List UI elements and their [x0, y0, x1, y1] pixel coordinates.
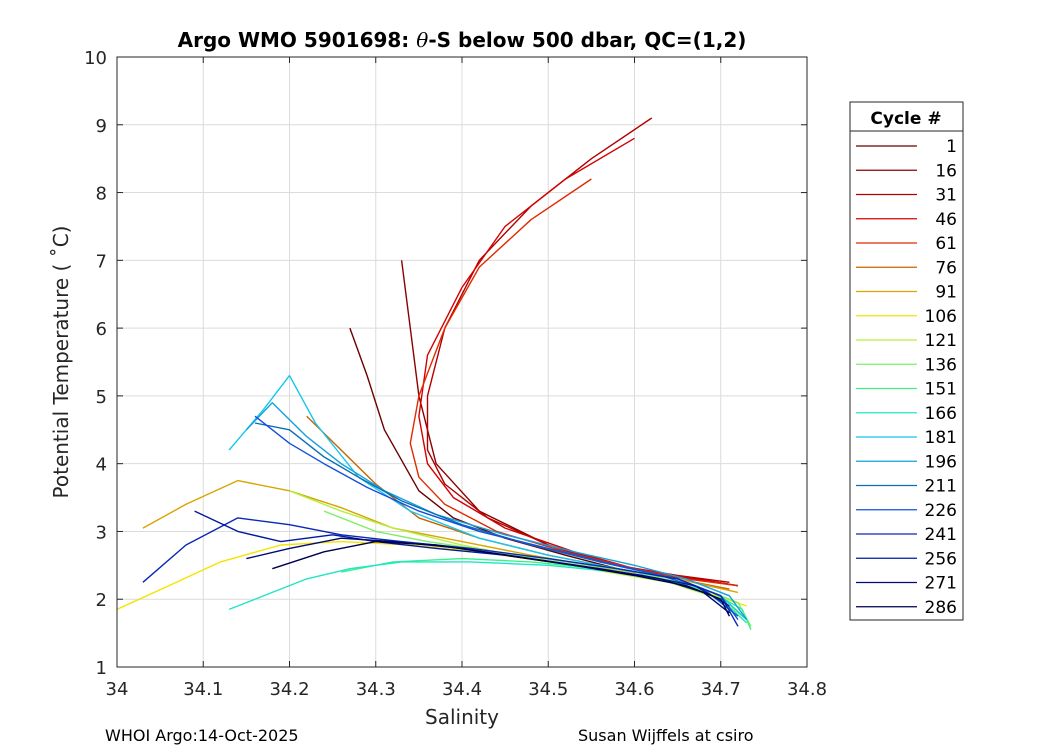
legend-label: 241: [925, 525, 957, 545]
data-series: [116, 117, 752, 630]
legend-label: 16: [935, 161, 957, 181]
legend-label: 286: [925, 598, 957, 618]
x-tick-label: 34.6: [614, 679, 654, 700]
y-tick-label: 8: [96, 184, 107, 205]
legend-label: 1: [946, 137, 957, 157]
series-line-cycle-211: [254, 422, 739, 617]
y-tick-label: 5: [96, 387, 107, 408]
legend-label: 76: [935, 258, 957, 278]
legend-label: 211: [925, 477, 957, 497]
footer-source: WHOI Argo:14-Oct-2025: [105, 726, 299, 745]
x-tick-label: 34.7: [701, 679, 741, 700]
y-axis-ticks: 1 2 3 4 5 6 7 8 9 10: [84, 48, 807, 679]
legend-label: 121: [925, 331, 957, 351]
x-tick-label: 34.1: [183, 679, 223, 700]
footer-author: Susan Wijffels at csiro: [578, 726, 754, 745]
legend-label: 256: [925, 549, 957, 569]
legend-items: 1 16 31 46 61 76 91 106 121 136 151 166 181 196 211 226…: [856, 137, 957, 618]
chart-title: Argo WMO 5901698: θ-S below 500 dbar, QC…: [178, 28, 747, 52]
legend-label: 61: [935, 234, 957, 254]
series-line-cycle-196: [245, 402, 748, 621]
legend-label: 196: [925, 452, 957, 472]
legend-label: 31: [935, 186, 957, 206]
y-tick-label: 6: [96, 319, 107, 340]
legend-label: 91: [935, 283, 957, 303]
y-tick-label: 9: [96, 116, 107, 137]
legend-label: 226: [925, 501, 957, 521]
x-tick-label: 34.2: [269, 679, 309, 700]
legend-label: 151: [925, 380, 957, 400]
x-tick-label: 34: [106, 679, 129, 700]
chart-title-prefix: Argo WMO 5901698:: [178, 28, 417, 52]
legend-label: 106: [925, 307, 957, 327]
y-tick-label: 7: [96, 251, 107, 272]
series-line-cycle-136: [323, 510, 752, 627]
series-line-cycle-286: [272, 540, 731, 617]
y-tick-label: 1: [96, 658, 107, 679]
x-tick-label: 34.8: [787, 679, 827, 700]
legend-title: Cycle #: [870, 109, 941, 129]
x-tick-label: 34.4: [442, 679, 482, 700]
legend-label: 181: [925, 428, 957, 448]
legend: Cycle # 11631466176911061211361511661811…: [849, 101, 964, 621]
y-axis-label: Potential Temperature ( ˚C): [49, 226, 73, 499]
legend-label: 46: [935, 210, 957, 230]
y-tick-label: 3: [96, 522, 107, 543]
legend-label: 166: [925, 404, 957, 424]
x-tick-label: 34.3: [356, 679, 396, 700]
chart-title-theta: θ: [416, 28, 428, 52]
legend-label: 271: [925, 574, 957, 594]
y-tick-label: 10: [84, 48, 107, 69]
legend-label: 136: [925, 355, 957, 375]
y-tick-label: 4: [96, 455, 107, 476]
y-tick-label: 2: [96, 590, 107, 611]
x-axis-ticks: 34 34.1 34.2 34.3 34.4 34.5 34.6 34.7 34.8: [106, 57, 827, 700]
chart-title-suffix: -S below 500 dbar, QC=(1,2): [428, 28, 746, 52]
x-axis-label: Salinity: [425, 705, 499, 729]
x-tick-label: 34.5: [528, 679, 568, 700]
